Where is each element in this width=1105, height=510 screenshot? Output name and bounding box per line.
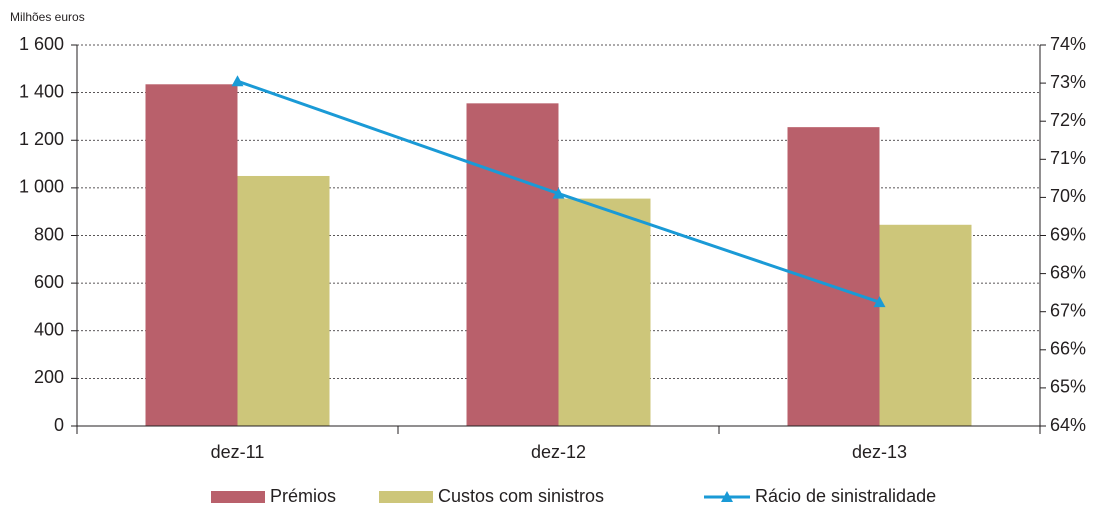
y2-tick-label: 71%: [1050, 148, 1086, 168]
y2-tick-label: 67%: [1050, 300, 1086, 320]
line-marker: [231, 75, 244, 87]
bar: [466, 103, 559, 426]
y2-tick-label: 69%: [1050, 224, 1086, 244]
line-marker: [873, 296, 886, 308]
y-tick-label: 600: [34, 272, 64, 292]
y2-tick-label: 74%: [1050, 34, 1086, 54]
line-marker: [552, 187, 565, 199]
legend-label: Prémios: [270, 486, 336, 506]
legend-swatch: [721, 491, 733, 502]
y-tick-label: 1 200: [19, 129, 64, 149]
y2-tick-label: 68%: [1050, 262, 1086, 282]
x-tick-label: dez-12: [531, 442, 586, 462]
bar: [145, 84, 238, 427]
y2-tick-label: 72%: [1050, 110, 1086, 130]
bar: [879, 224, 972, 426]
y-axis-label: Milhões euros: [10, 10, 85, 24]
legend-swatch: [211, 491, 265, 503]
y2-tick-label: 70%: [1050, 186, 1086, 206]
y2-tick-label: 64%: [1050, 415, 1086, 435]
y-tick-label: 1 000: [19, 177, 64, 197]
y-tick-label: 400: [34, 320, 64, 340]
x-tick-label: dez-11: [211, 442, 265, 462]
y-tick-label: 1 400: [19, 81, 64, 101]
bar: [237, 175, 330, 426]
y-tick-label: 1 600: [19, 34, 64, 54]
bar: [558, 198, 651, 426]
x-tick-label: dez-13: [852, 442, 907, 462]
y-tick-label: 0: [54, 415, 64, 435]
y2-tick-label: 73%: [1050, 72, 1086, 92]
legend-label: Custos com sinistros: [438, 486, 604, 506]
y-tick-label: 800: [34, 224, 64, 244]
legend-label: Rácio de sinistralidade: [755, 486, 936, 506]
y-tick-label: 200: [34, 367, 64, 387]
y2-tick-label: 66%: [1050, 339, 1086, 359]
legend-swatch: [379, 491, 433, 503]
y2-tick-label: 65%: [1050, 377, 1086, 397]
